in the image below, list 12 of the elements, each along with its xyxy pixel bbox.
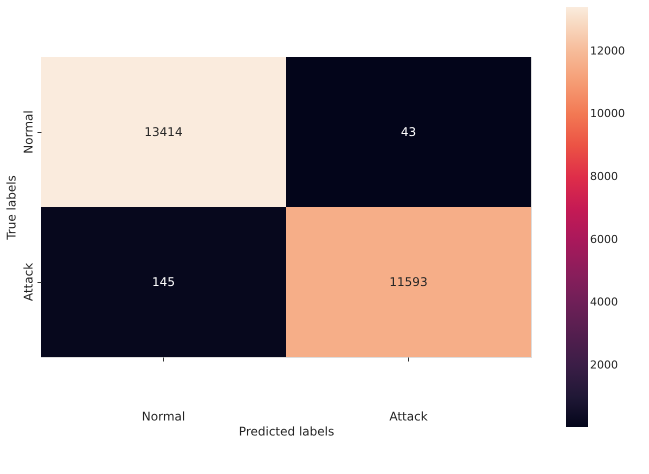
data-label: 43 bbox=[400, 125, 416, 139]
color-bar-label: 10000 bbox=[590, 107, 625, 120]
x-axis-title: Predicted labels bbox=[238, 424, 334, 438]
color-bar-label: 12000 bbox=[590, 44, 625, 58]
color-bar-label: 2000 bbox=[590, 358, 618, 372]
data-label: 13414 bbox=[144, 125, 183, 139]
data-label: 145 bbox=[152, 275, 175, 289]
color-bar-label: 8000 bbox=[590, 170, 618, 184]
color-bar-label: 6000 bbox=[590, 232, 618, 246]
data-label: 11593 bbox=[389, 275, 428, 289]
y-axis-title: True labels bbox=[4, 175, 18, 241]
color-bar-label: 4000 bbox=[590, 296, 618, 309]
